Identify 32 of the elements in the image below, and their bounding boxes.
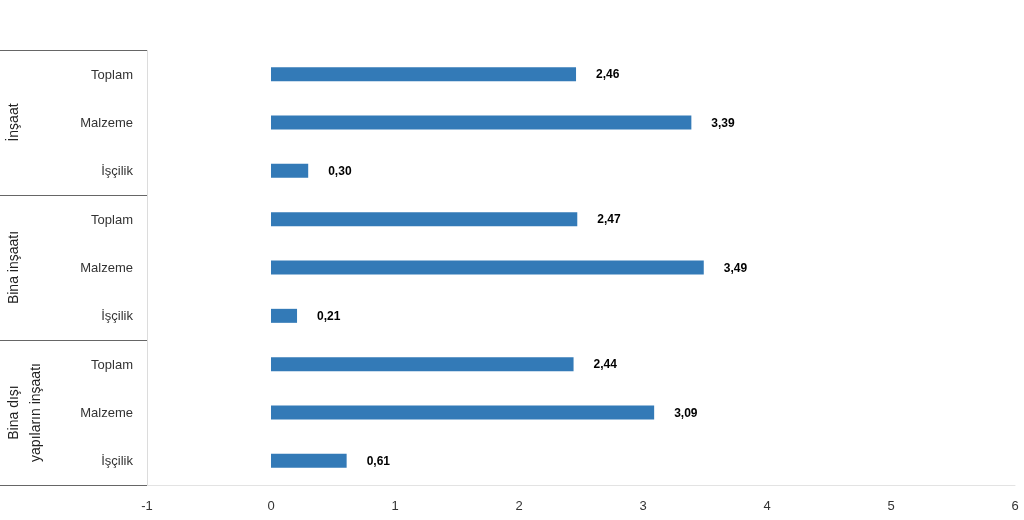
x-tick-label: 4 xyxy=(763,498,771,513)
y-tick-label: Malzeme xyxy=(80,115,133,130)
y-axis-title: Bina inşaatı xyxy=(5,230,21,305)
x-tick-label: 6 xyxy=(1011,498,1019,513)
data-label: 2,46 xyxy=(596,67,620,82)
y-tick-label: Toplam xyxy=(91,211,133,227)
bar xyxy=(271,357,574,372)
y-axis-title: Bina dışı yapıların inşaatı xyxy=(5,363,43,462)
x-tick-label: 3 xyxy=(639,498,647,513)
data-label: 3,39 xyxy=(711,115,736,130)
bar xyxy=(271,405,655,420)
y-tick-label: Malzeme xyxy=(80,260,133,275)
x-tick-label: 0 xyxy=(267,498,275,513)
x-tick-label: -1 xyxy=(141,498,153,513)
data-label: 3,49 xyxy=(723,260,748,275)
y-tick-label: Malzeme xyxy=(80,405,133,420)
y-tick-label: İşçilik xyxy=(101,453,134,469)
y-tick-label: İşçilik xyxy=(101,308,134,324)
data-label: 0,30 xyxy=(328,163,352,178)
data-label: 0,61 xyxy=(366,453,391,468)
y-tick-label: Toplam xyxy=(91,66,133,82)
data-label: 2,44 xyxy=(593,357,618,372)
data-label: 3,09 xyxy=(674,405,698,420)
y-tick-label: Toplam xyxy=(91,356,133,372)
y-axis-title: İnşaat xyxy=(4,103,21,142)
bar xyxy=(271,453,347,468)
y-tick-label: İşçilik xyxy=(101,163,134,179)
data-label: 2,47 xyxy=(597,212,621,227)
data-label: 0,21 xyxy=(317,308,341,323)
x-tick-label: 5 xyxy=(887,498,895,513)
x-tick-label: 2 xyxy=(515,498,523,513)
x-tick-label: 1 xyxy=(391,498,399,513)
